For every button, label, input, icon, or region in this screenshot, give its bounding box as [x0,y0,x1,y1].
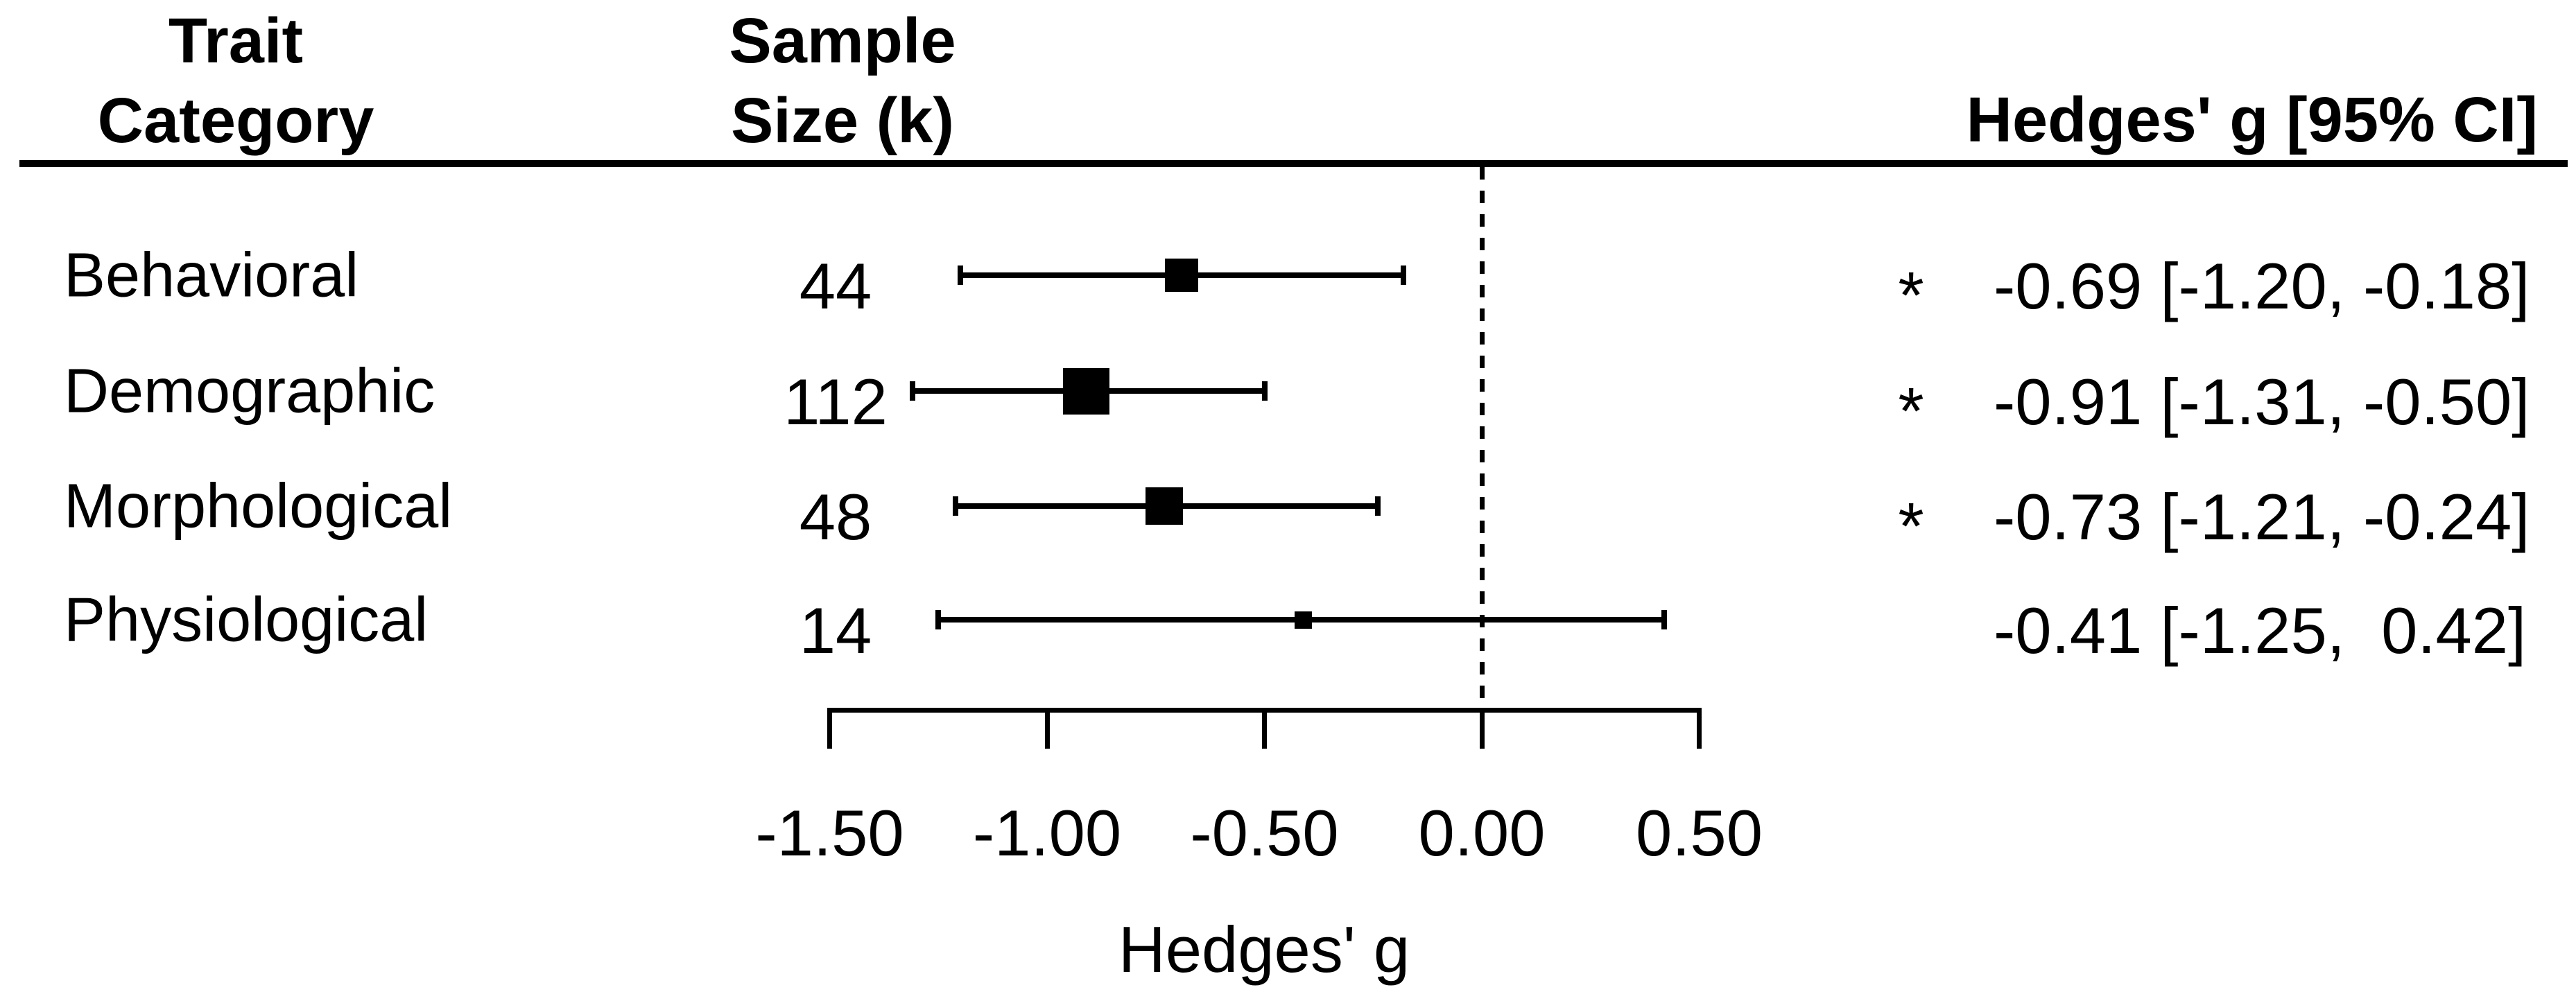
x-axis-tick [1044,708,1050,749]
x-axis-tick [1479,708,1485,749]
header-rule [19,160,2568,167]
row-sample-size: 14 [799,594,872,667]
x-axis-tick-label: -0.50 [1190,797,1339,869]
row-category-label: Physiological [64,585,429,655]
significance-asterisk: * [1898,259,1924,333]
row-estimate-text: -0.41 [-1.25, 0.42] [1994,594,2527,667]
column-header-sample-size: Sample Size (k) [729,1,956,161]
row-sample-size: 48 [799,480,872,553]
row-estimate-text: -0.69 [-1.20, -0.18] [1994,250,2530,322]
x-axis-tick [1262,708,1267,749]
x-axis-tick-label: -1.50 [755,797,904,869]
column-header-effect-estimate: Hedges' g [95% CI] [1966,85,2539,155]
column-header-trait-category: Trait Category [98,1,374,161]
ci-cap-left [935,610,942,629]
row-category-label: Behavioral [64,241,359,311]
ci-cap-left [953,496,959,516]
column-header-sample-line2: Size (k) [730,85,955,156]
effect-size-square [1062,367,1109,415]
ci-cap-right [1374,496,1381,516]
column-header-sample-line1: Sample [729,6,956,76]
x-axis-tick-label: -1.00 [972,797,1122,869]
significance-asterisk: * [1898,374,1924,449]
effect-size-square [1295,611,1313,629]
ci-cap-right [1401,266,1407,285]
x-axis-tick [827,708,832,749]
column-header-trait-line2: Category [97,85,374,156]
zero-reference-line [1480,167,1485,708]
x-axis-tick [1697,708,1702,749]
x-axis-tick-label: 0.50 [1636,797,1763,869]
row-sample-size: 112 [784,365,888,438]
ci-cap-left [909,381,915,401]
ci-cap-left [957,266,963,285]
x-axis-title: Hedges' g [1118,913,1410,986]
ci-cap-right [1661,610,1668,629]
row-category-label: Morphological [64,471,453,541]
x-axis-tick-label: 0.00 [1418,797,1546,869]
row-category-label: Demographic [64,356,435,426]
ci-cap-right [1261,381,1268,401]
effect-size-square [1146,487,1184,525]
effect-size-square [1165,259,1199,292]
row-estimate-text: -0.91 [-1.31, -0.50] [1994,365,2530,438]
column-header-trait-line1: Trait [168,6,304,76]
row-sample-size: 44 [799,250,872,322]
significance-asterisk: * [1898,489,1924,564]
row-estimate-text: -0.73 [-1.21, -0.24] [1994,480,2530,553]
